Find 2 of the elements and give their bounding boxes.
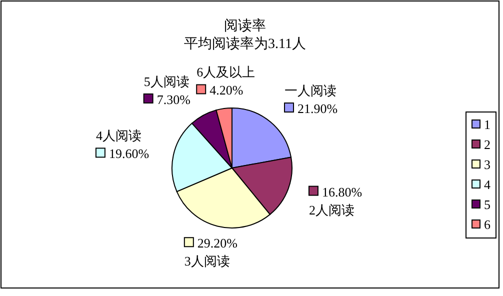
- subtitle: 平均阅读率为3.11人: [184, 37, 306, 52]
- title: 阅读率: [224, 19, 266, 34]
